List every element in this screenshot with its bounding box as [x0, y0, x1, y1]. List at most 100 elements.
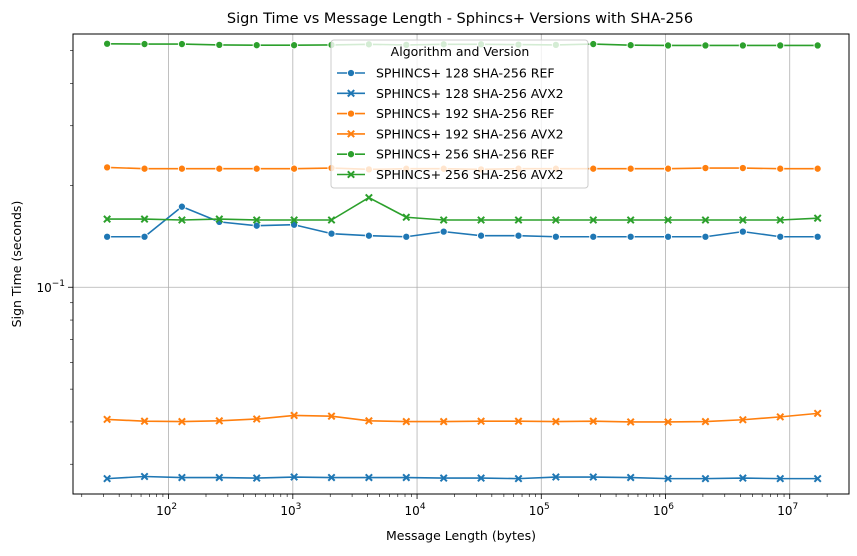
- data-point: [701, 232, 710, 241]
- legend-entry: SPHINCS+ 256 SHA-256 REF: [337, 147, 555, 162]
- data-point: [103, 39, 112, 48]
- data-point: [477, 474, 485, 483]
- data-point: [589, 232, 598, 241]
- data-point: [776, 474, 785, 483]
- data-point: [813, 41, 822, 50]
- x-tick-label: 104: [405, 502, 426, 518]
- series-line: [107, 475, 818, 480]
- data-point: [402, 473, 411, 482]
- data-point: [738, 227, 747, 236]
- data-point: [439, 417, 448, 426]
- data-point: [738, 474, 747, 483]
- data-point: [664, 164, 673, 173]
- legend-entry: SPHINCS+ 128 SHA-256 REF: [337, 66, 555, 81]
- data-point: [514, 231, 523, 240]
- data-point: [701, 474, 710, 483]
- data-point: [140, 232, 149, 241]
- data-point: [813, 409, 822, 418]
- data-point: [813, 232, 822, 241]
- legend-label: SPHINCS+ 128 SHA-256 REF: [376, 66, 555, 81]
- data-point: [178, 473, 186, 482]
- data-point: [290, 41, 299, 50]
- data-point: [551, 417, 560, 426]
- series-4: [103, 409, 822, 426]
- legend-label: SPHINCS+ 192 SHA-256 AVX2: [376, 126, 564, 141]
- chart-title: Sign Time vs Message Length - Sphincs+ V…: [227, 11, 693, 27]
- data-point: [364, 193, 373, 202]
- data-point: [551, 232, 560, 241]
- data-point: [178, 417, 186, 426]
- data-point: [178, 216, 186, 224]
- data-point: [439, 227, 448, 236]
- x-tick-label: 102: [156, 502, 177, 518]
- data-point: [103, 163, 112, 172]
- data-point: [813, 164, 822, 173]
- legend-box: [330, 39, 589, 189]
- x-axis-label: Message Length (bytes): [386, 528, 536, 543]
- data-point: [252, 164, 261, 173]
- data-point: [589, 417, 598, 426]
- axis-layer: 102 103 104 105 106 107 10−1: [36, 50, 828, 518]
- data-point: [664, 418, 672, 426]
- legend: Algorithm and Version SPHINCS+ 128 SHA-2…: [330, 39, 589, 189]
- data-point: [738, 415, 747, 424]
- data-point: [215, 473, 224, 482]
- data-point: [177, 202, 186, 211]
- data-point: [402, 232, 411, 241]
- y-tick-label: 10−1: [36, 279, 65, 295]
- data-point: [252, 41, 261, 50]
- data-point: [626, 41, 635, 50]
- data-point: [514, 417, 523, 426]
- x-tick-label: 103: [280, 502, 301, 518]
- x-tick-label: 107: [777, 502, 798, 518]
- data-point: [551, 216, 560, 224]
- data-point: [252, 474, 261, 483]
- data-point: [402, 417, 411, 426]
- data-point: [738, 163, 747, 173]
- data-point: [177, 164, 186, 173]
- data-point: [776, 41, 785, 50]
- data-point: [103, 415, 112, 424]
- legend-label: SPHINCS+ 192 SHA-256 REF: [376, 106, 555, 121]
- data-point: [701, 41, 710, 50]
- data-point: [252, 216, 261, 224]
- series-1: [103, 202, 822, 241]
- data-point: [140, 472, 149, 481]
- legend-label: SPHINCS+ 128 SHA-256 AVX2: [376, 86, 564, 101]
- data-point: [215, 215, 224, 223]
- data-point: [103, 474, 112, 483]
- data-point: [215, 416, 224, 425]
- legend-entries: SPHINCS+ 128 SHA-256 REF SPHINCS+ 128 SHA…: [337, 66, 564, 182]
- data-point: [177, 39, 186, 49]
- x-tick-label: 106: [653, 502, 674, 518]
- data-point: [140, 39, 149, 49]
- data-point: [477, 417, 485, 426]
- data-point: [477, 216, 485, 224]
- plot-frame: [72, 33, 850, 495]
- data-point: [327, 229, 336, 238]
- legend-marker: [347, 170, 355, 179]
- data-point: [701, 163, 710, 173]
- legend-entry: SPHINCS+ 192 SHA-256 REF: [337, 106, 555, 121]
- data-point: [364, 231, 373, 240]
- legend-marker: [347, 129, 355, 138]
- data-point: [813, 474, 822, 483]
- data-point: [327, 412, 336, 421]
- data-point: [626, 473, 635, 482]
- data-point: [514, 216, 523, 224]
- data-point: [252, 415, 261, 423]
- data-point: [103, 215, 112, 223]
- data-point: [626, 216, 635, 224]
- data-point: [514, 474, 523, 483]
- data-point: [626, 164, 635, 173]
- legend-marker: [347, 89, 355, 98]
- data-point: [664, 41, 673, 50]
- data-point: [364, 473, 373, 482]
- legend-marker: [346, 150, 356, 159]
- data-point: [664, 232, 673, 241]
- x-tick-label: 105: [529, 502, 550, 518]
- series-2: [103, 472, 822, 483]
- data-point: [215, 40, 224, 49]
- data-point: [327, 473, 336, 482]
